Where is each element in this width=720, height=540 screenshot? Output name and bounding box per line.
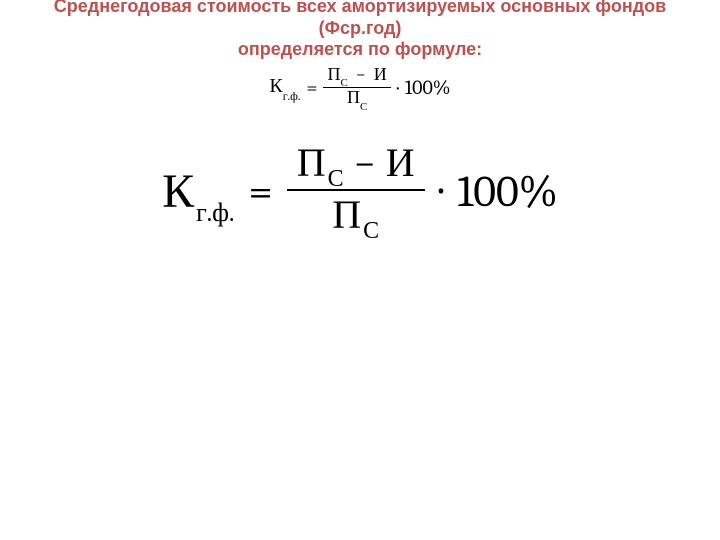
formula-large-numerator: ПС − И [287,139,425,191]
formula-large-equals: = [248,170,272,214]
formula-small-num-minus: − [356,64,366,85]
formula-small-num-sub1: С [340,76,347,89]
formula-large-lhs-main: К [162,168,194,216]
title-line3: определяется по формуле: [238,39,482,59]
formula-small-lhs-sub: г.ф. [283,89,301,103]
formula-small-denominator: ПС [343,88,371,111]
formula-large-num-minus: − [354,143,376,183]
title-line2: (Фср.год) [319,18,402,38]
formula-large-num-sym2: И [386,143,415,183]
formula-small-num-sym2: И [374,64,387,85]
formula-large-container: Кг.ф. = ПС − И ПС · 100% [0,139,720,245]
formula-small-tail: 100% [405,76,451,99]
formula-small: Кг.ф. = ПС − И ПС · 100% [269,65,450,111]
formula-small-dot: · [397,76,399,99]
formula-large-lhs-sub: г.ф. [196,200,234,226]
title-line1: Среднегодовая стоимость всех амортизируе… [54,0,666,16]
formula-small-fraction: ПС − И ПС [323,65,390,111]
formula-large: Кг.ф. = ПС − И ПС · 100% [162,139,558,245]
formula-large-den-sub1: С [363,218,379,242]
formula-small-lhs-main: К [269,74,282,97]
formula-large-num-sym1: П [297,143,326,183]
formula-large-lhs: Кг.ф. [162,168,234,216]
formula-small-equals: = [306,76,317,99]
formula-small-den-sub1: С [360,100,367,113]
formula-small-num-sym1: П [327,64,340,85]
formula-small-container: Кг.ф. = ПС − И ПС · 100% [0,65,720,111]
formula-large-denominator: ПС [322,191,389,245]
formula-large-den-sym1: П [332,195,361,235]
page-title: Среднегодовая стоимость всех амортизируе… [0,0,720,63]
formula-small-den-sym1: П [347,87,360,108]
formula-large-num-sub1: С [328,166,344,190]
formula-small-lhs: Кг.ф. [269,74,300,101]
formula-large-tail: 100% [457,170,558,214]
formula-small-numerator: ПС − И [323,65,390,89]
formula-large-fraction: ПС − И ПС [287,139,425,245]
formula-large-dot: · [439,168,444,212]
